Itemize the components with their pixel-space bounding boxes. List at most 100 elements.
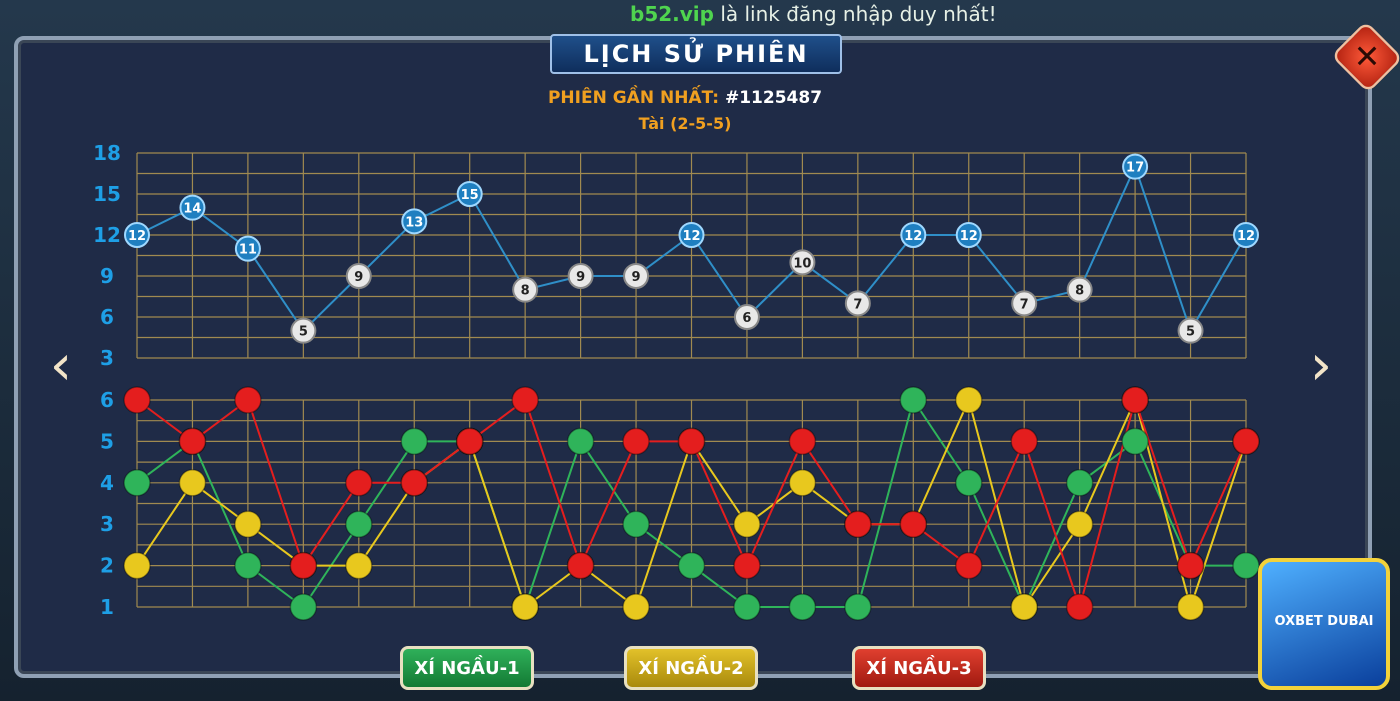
dice-1-point	[1232, 551, 1260, 580]
dice-3-point	[955, 551, 983, 580]
dice-1-point	[733, 593, 761, 621]
promo-badge[interactable]: OXBET DUBAI	[1258, 558, 1390, 690]
dice-3-point	[622, 427, 650, 456]
sum-point	[234, 235, 261, 262]
y-tick-label: 1	[100, 595, 114, 619]
chevron-left-icon: ‹	[49, 333, 73, 398]
sum-point	[1233, 222, 1259, 248]
dice-2-point	[234, 510, 262, 538]
sum-point-label: 15	[461, 188, 479, 203]
sum-point	[1122, 153, 1149, 180]
sum-point-label: 7	[1020, 297, 1029, 312]
latest-result: Tài (2-5-5)	[638, 114, 732, 133]
y-tick-label: 4	[100, 471, 114, 495]
dice-1-point	[844, 593, 872, 621]
sum-point	[345, 263, 372, 289]
sum-point	[623, 263, 650, 289]
dice-3-point	[1121, 386, 1149, 414]
dice-3-point	[511, 386, 539, 414]
y-tick-label: 12	[93, 223, 121, 247]
latest-session: PHIÊN GẦN NHẤT: #1125487	[0, 88, 1370, 108]
dice-1-point	[400, 427, 428, 456]
dice-2-point	[622, 593, 650, 621]
sum-point-label: 8	[1075, 284, 1084, 299]
dice-3-point	[234, 386, 262, 414]
y-tick-label: 18	[93, 141, 121, 165]
dice-1-point	[1121, 427, 1149, 456]
dialog-title: LỊCH SỬ PHIÊN	[550, 34, 842, 74]
sum-point-label: 17	[1126, 161, 1144, 176]
dice-2-point	[178, 469, 207, 497]
y-tick-label: 6	[100, 305, 114, 329]
dice-3-point	[123, 386, 151, 414]
y-tick-label: 3	[100, 512, 114, 536]
dice-2-point	[1176, 593, 1205, 621]
sum-point-label: 12	[960, 229, 978, 244]
dice-3-point	[178, 427, 207, 456]
sum-point	[789, 249, 816, 276]
sum-point-label: 9	[632, 270, 641, 285]
chevron-right-icon: ›	[1309, 333, 1333, 398]
site-name: b52.vip	[630, 2, 714, 26]
sum-point-label: 12	[682, 229, 700, 244]
sum-point-label: 10	[793, 256, 811, 271]
dice-3-point	[566, 551, 595, 580]
promo-label: OXBET DUBAI	[1274, 614, 1374, 629]
latest-id: #1125487	[724, 88, 823, 108]
dice-1-point	[788, 593, 817, 621]
dice-2-point	[955, 386, 983, 414]
sum-point	[733, 304, 760, 330]
dice-3-point	[345, 469, 373, 497]
y-tick-label: 2	[100, 554, 114, 578]
dice-3-point	[1065, 593, 1094, 621]
dice-3-point	[788, 427, 817, 456]
next-page-button[interactable]: ›	[1304, 336, 1338, 398]
y-tick-label: 5	[100, 429, 114, 453]
sum-point-label: 9	[576, 270, 585, 285]
banner-text: là link đăng nhập duy nhất!	[713, 2, 997, 26]
sum-point	[456, 181, 483, 207]
dice-3-point	[733, 551, 761, 580]
latest-label: PHIÊN GẦN NHẤT:	[547, 88, 720, 108]
y-tick-label: 3	[100, 346, 114, 370]
dice-2-point	[511, 593, 539, 621]
dice-3-button[interactable]: XÍ NGẦU-3	[852, 646, 986, 690]
dice-1-point	[677, 551, 706, 580]
sum-point-label: 6	[742, 311, 751, 326]
sum-point	[1011, 290, 1038, 317]
sum-point	[124, 222, 150, 248]
sum-point	[844, 290, 871, 317]
sum-point	[1177, 317, 1204, 344]
dice-1-point	[1065, 469, 1094, 497]
sum-point-label: 12	[904, 229, 922, 244]
dice-1-point	[345, 510, 373, 538]
dice-3-point	[677, 427, 706, 456]
dice-3-point	[400, 469, 428, 497]
sum-point	[900, 222, 927, 248]
dice-2-point	[1010, 593, 1038, 621]
dice-2-button[interactable]: XÍ NGẦU-2	[624, 646, 758, 690]
sum-point	[1066, 276, 1093, 303]
sum-point	[179, 194, 206, 221]
sum-point-label: 8	[521, 284, 530, 299]
dice-3-point	[1176, 551, 1205, 580]
sum-point-label: 5	[1186, 325, 1195, 340]
sum-point	[290, 317, 317, 344]
sum-point	[567, 263, 594, 289]
dice-3-point	[289, 551, 318, 580]
sum-point-label: 9	[354, 270, 363, 285]
dice-2-point	[1065, 510, 1094, 538]
dice-3-point	[899, 510, 928, 538]
sum-point-label: 7	[853, 297, 862, 312]
dice-1-point	[622, 510, 650, 538]
y-tick-label: 15	[93, 182, 121, 206]
sum-point-label: 14	[183, 202, 201, 217]
sum-point	[955, 222, 982, 248]
sum-point	[512, 276, 539, 303]
y-tick-label: 9	[100, 264, 114, 288]
dice-3-point	[455, 427, 484, 456]
prev-page-button[interactable]: ‹	[44, 336, 78, 398]
dice-1-button[interactable]: XÍ NGẦU-1	[400, 646, 534, 690]
dice-3-point	[1232, 427, 1260, 456]
